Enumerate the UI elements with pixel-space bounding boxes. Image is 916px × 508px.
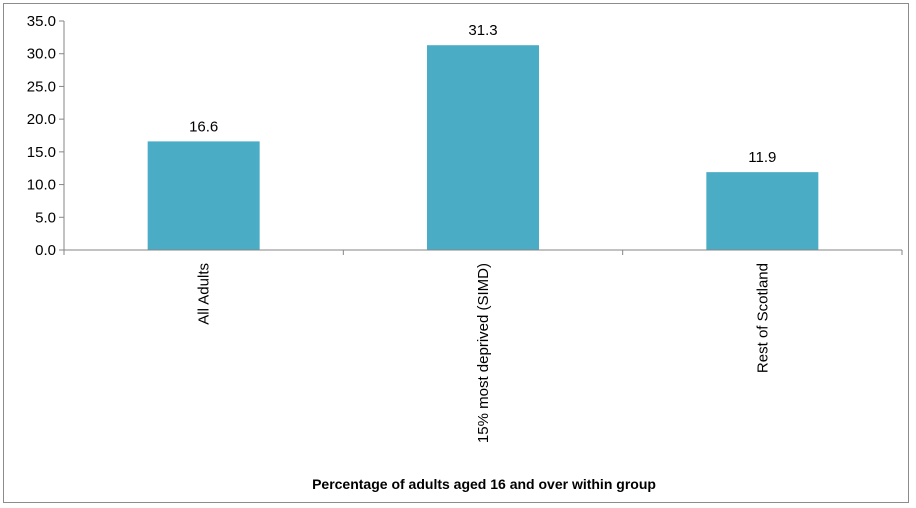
y-tick-label: 15.0	[27, 144, 56, 161]
y-tick-label: 0.0	[35, 242, 56, 259]
y-tick-label: 35.0	[27, 13, 56, 30]
x-axis-title: Percentage of adults aged 16 and over wi…	[312, 476, 656, 492]
y-tick-label: 5.0	[35, 209, 56, 226]
y-tick-label: 30.0	[27, 46, 56, 63]
category-label: Rest of Scotland	[754, 263, 771, 373]
y-tick-label: 10.0	[27, 177, 56, 194]
bars	[147, 45, 819, 250]
y-tick-label: 25.0	[27, 78, 56, 95]
data-label: 11.9	[748, 149, 776, 166]
data-label: 31.3	[468, 22, 497, 39]
y-axis-ticks: 0.0 5.0 10.0 15.0 20.0 25.0 30.0 35.0	[27, 13, 64, 259]
bar	[427, 45, 539, 250]
category-label: 15% most deprived (SIMD)	[475, 263, 492, 443]
category-label: All Adults	[196, 263, 213, 325]
bar	[147, 141, 260, 250]
data-labels: 16.6 31.3 11.9	[189, 22, 776, 166]
data-label: 16.6	[189, 118, 218, 135]
category-labels: All Adults 15% most deprived (SIMD) Rest o…	[196, 263, 772, 443]
x-axis-ticks	[63, 250, 903, 255]
bar	[706, 172, 819, 250]
y-tick-label: 20.0	[27, 111, 56, 128]
